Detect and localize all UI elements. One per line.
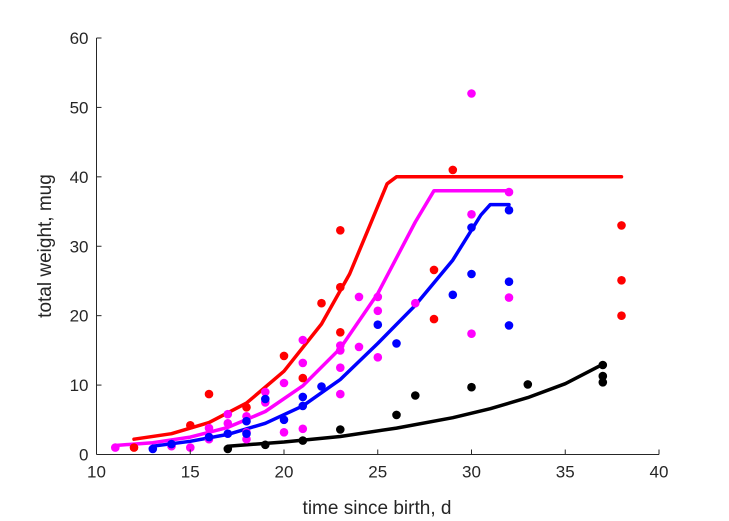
data-point-series-3	[598, 360, 608, 370]
data-point-series-1	[223, 419, 233, 428]
data-point-series-2	[279, 415, 289, 425]
data-point-series-2	[504, 205, 514, 215]
data-point-series-1	[298, 358, 308, 368]
x-tick-label: 20	[275, 463, 294, 482]
data-point-series-0	[617, 311, 626, 321]
data-point-series-1	[223, 409, 233, 419]
data-point-series-2	[242, 416, 251, 426]
data-point-series-0	[129, 443, 139, 452]
data-point-series-0	[429, 265, 439, 275]
y-tick-label: 10	[70, 376, 89, 395]
data-point-series-0	[204, 389, 214, 399]
data-point-series-3	[467, 382, 476, 392]
data-point-series-0	[617, 276, 626, 285]
data-point-series-1	[204, 423, 214, 433]
y-tick-label: 60	[70, 29, 89, 48]
data-point-series-2	[298, 392, 308, 402]
data-point-series-2	[148, 444, 158, 454]
data-point-series-2	[223, 429, 233, 439]
x-tick-label: 25	[368, 463, 387, 482]
data-point-series-1	[467, 210, 476, 219]
data-point-series-1	[279, 378, 289, 388]
data-point-series-0	[336, 226, 345, 235]
data-point-series-0	[336, 328, 345, 337]
y-ticks: 0 10 20 30 40 50 60	[70, 29, 102, 465]
y-tick-label: 40	[70, 168, 89, 187]
data-point-series-0	[429, 314, 439, 324]
x-tick-label: 15	[181, 463, 200, 482]
data-point-series-1	[336, 341, 345, 350]
data-point-series-1	[336, 363, 345, 373]
data-point-series-1	[298, 424, 308, 434]
data-point-series-2	[392, 339, 401, 348]
x-tick-label: 35	[556, 463, 575, 482]
data-point-series-2	[167, 439, 176, 449]
data-point-series-3	[598, 371, 608, 381]
data-point-series-3	[336, 425, 345, 434]
data-point-series-1	[373, 306, 383, 316]
x-tick-label: 10	[87, 463, 106, 482]
data-point-series-1	[298, 335, 308, 345]
x-tick-label: 40	[650, 463, 669, 482]
data-point-series-1	[467, 329, 476, 339]
data-points	[111, 89, 626, 454]
data-point-series-0	[448, 165, 458, 175]
data-point-series-2	[261, 394, 270, 404]
data-point-series-2	[373, 320, 383, 330]
data-point-series-0	[298, 373, 308, 383]
y-tick-label: 30	[70, 237, 89, 256]
data-point-series-0	[242, 403, 251, 412]
data-point-series-0	[336, 282, 345, 292]
fit-curve-2	[151, 202, 511, 448]
data-point-series-3	[523, 380, 533, 389]
data-point-series-3	[411, 391, 420, 400]
data-point-series-1	[504, 293, 514, 302]
data-point-series-2	[467, 223, 476, 232]
data-point-series-0	[279, 351, 289, 361]
data-point-series-2	[242, 429, 251, 439]
data-point-series-1	[411, 298, 420, 308]
data-point-series-1	[279, 428, 289, 437]
data-point-series-1	[261, 387, 270, 397]
x-ticks: 10 15 20 25 30 35 40	[87, 449, 669, 482]
data-point-series-1	[111, 443, 120, 452]
data-point-series-1	[373, 353, 383, 362]
data-point-series-1	[504, 187, 514, 197]
y-tick-label: 50	[70, 98, 89, 117]
x-tick-label: 30	[462, 463, 481, 482]
data-point-series-1	[354, 292, 364, 302]
data-point-series-0	[317, 298, 326, 308]
data-point-series-2	[448, 290, 458, 300]
x-axis-label: time since birth, d	[303, 498, 452, 519]
data-point-series-1	[354, 342, 364, 352]
data-point-series-3	[598, 378, 608, 387]
data-point-series-1	[186, 443, 195, 452]
data-point-series-2	[298, 401, 308, 411]
data-point-series-2	[504, 321, 514, 330]
data-point-series-3	[261, 440, 270, 450]
data-point-series-1	[336, 389, 345, 399]
data-point-series-1	[373, 292, 383, 302]
data-point-series-2	[317, 382, 326, 391]
data-point-series-0	[617, 221, 626, 230]
data-point-series-3	[298, 436, 308, 445]
data-point-series-0	[186, 421, 195, 430]
data-point-series-1	[467, 89, 476, 98]
data-point-series-2	[204, 432, 214, 442]
y-tick-label: 0	[79, 446, 88, 465]
fit-curve-0	[132, 175, 624, 441]
fit-curves	[113, 175, 624, 448]
data-point-series-2	[467, 269, 476, 279]
fit-curve-1	[113, 188, 511, 448]
data-point-series-2	[504, 277, 514, 287]
data-point-series-3	[223, 444, 233, 454]
data-point-series-3	[392, 410, 401, 420]
y-tick-label: 20	[70, 307, 89, 326]
y-axis-label: total weight, mug	[35, 174, 56, 318]
